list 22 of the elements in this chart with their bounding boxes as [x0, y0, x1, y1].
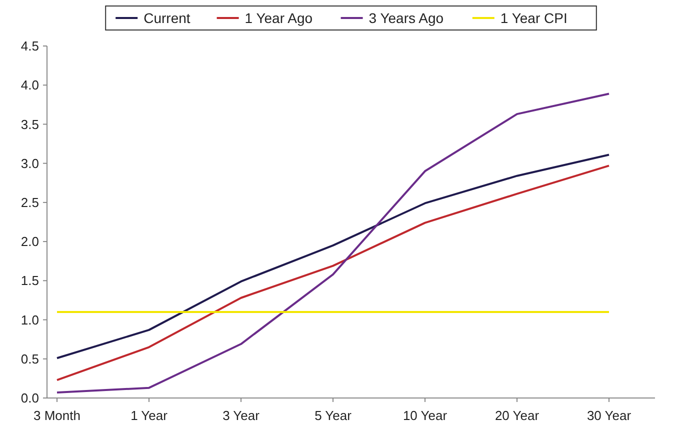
y-tick-label: 0.5 [20, 351, 39, 366]
x-tick-label: 20 Year [494, 408, 540, 423]
y-tick-label: 4.5 [20, 38, 39, 54]
x-tick-label: 10 Year [402, 408, 448, 423]
y-tick-label: 2.5 [20, 194, 39, 210]
legend-label: 3 Years Ago [368, 10, 444, 26]
y-tick-label: 2.0 [20, 234, 39, 250]
y-tick-label: 3.5 [20, 116, 39, 132]
y-tick-label: 1.5 [20, 273, 39, 288]
x-tick-label: 5 Year [314, 408, 352, 423]
legend-label: 1 Year CPI [500, 10, 568, 26]
legend-label: 1 Year Ago [244, 10, 313, 26]
y-tick-label: 3.0 [20, 156, 39, 171]
x-tick-label: 3 Month [34, 408, 80, 423]
legend-label: Current [144, 10, 190, 26]
y-tick-label: 4.0 [20, 78, 39, 93]
x-tick-label: 3 Year [222, 408, 260, 423]
y-tick-label: 1.0 [20, 312, 39, 328]
y-tick-label: 0.0 [20, 390, 39, 406]
x-tick-label: 30 Year [586, 408, 632, 423]
x-tick-label: 1 Year [130, 408, 168, 423]
line-series [56, 92, 610, 394]
